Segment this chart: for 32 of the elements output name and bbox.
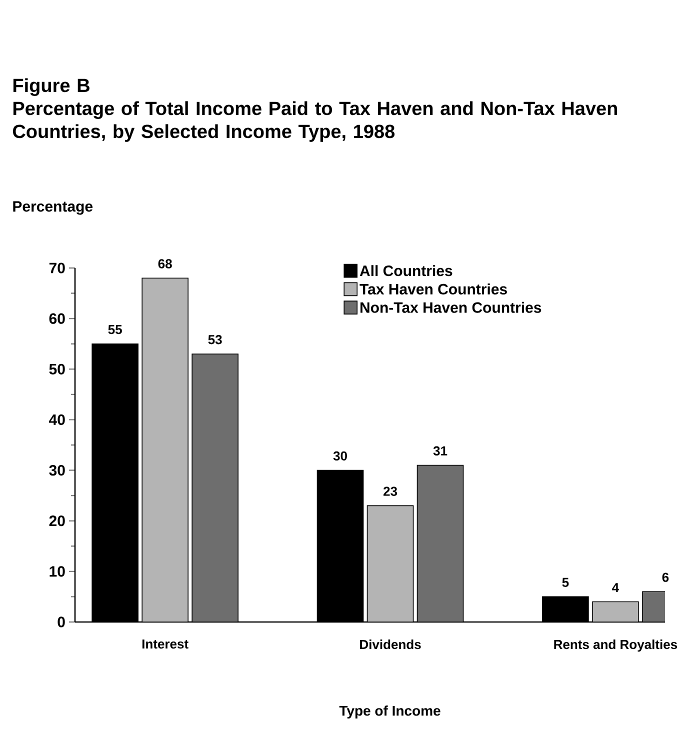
y-tick-label: 70 bbox=[49, 262, 65, 274]
bar bbox=[192, 354, 238, 622]
x-tick-label: Interest bbox=[142, 640, 188, 649]
y-tick-label: 50 bbox=[49, 364, 65, 374]
bar bbox=[366, 505, 414, 622]
legend-label: Non-Tax Haven Countries bbox=[360, 302, 542, 313]
chart-title: Figure B bbox=[13, 78, 90, 96]
y-tick-label: 40 bbox=[49, 414, 65, 426]
data-label: 5 bbox=[562, 578, 569, 587]
data-label: 6 bbox=[662, 572, 669, 582]
x-tick-label: Dividends bbox=[360, 640, 421, 650]
data-label: 31 bbox=[433, 446, 448, 456]
data-label: 30 bbox=[333, 451, 347, 461]
bar bbox=[416, 464, 464, 622]
chart-subtitle: Percentage of Total Income Paid to Tax Haven and Non-Tax Haven Countries, by Selected Income Type, 1988 bbox=[12, 101, 618, 142]
data-label: 4 bbox=[612, 583, 620, 592]
y-tick-label: 20 bbox=[49, 516, 65, 526]
data-label: 55 bbox=[108, 325, 122, 334]
legend-label: Tax Haven Countries bbox=[360, 283, 507, 294]
y-axis-title: Percentage bbox=[13, 201, 93, 215]
y-tick-label: 60 bbox=[49, 313, 65, 324]
data-label: 23 bbox=[383, 486, 398, 496]
bar bbox=[592, 601, 639, 622]
y-tick-label: 30 bbox=[49, 464, 65, 476]
x-tick-label: Rents and Royalties bbox=[554, 640, 678, 652]
x-axis-title: Type of Income bbox=[339, 705, 440, 719]
y-tick-label: 0 bbox=[58, 616, 65, 628]
data-label: 68 bbox=[158, 259, 172, 268]
bar bbox=[142, 278, 188, 622]
legend-label: All Countries bbox=[360, 265, 452, 276]
data-label: 53 bbox=[208, 335, 222, 344]
y-tick-label: 10 bbox=[50, 566, 65, 577]
